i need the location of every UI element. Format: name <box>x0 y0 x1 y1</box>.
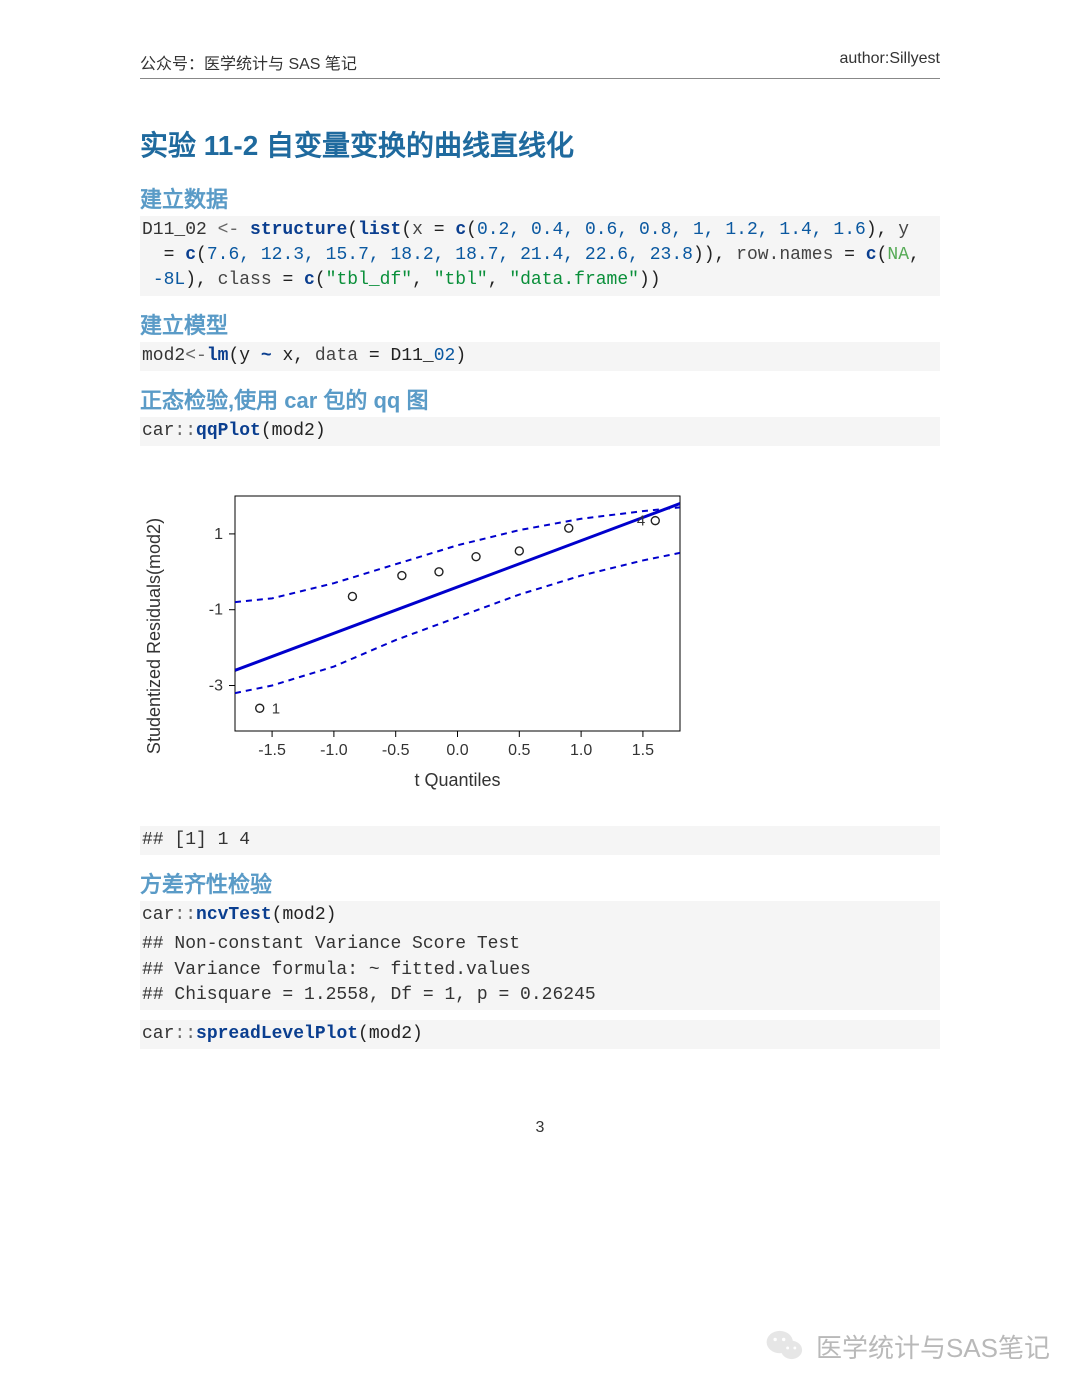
code-block-3: car::qqPlot(mod2) <box>140 417 940 446</box>
svg-text:-1: -1 <box>209 602 223 619</box>
output-1: ## [1] 1 4 <box>140 826 940 855</box>
qq-plot: Studentized Residuals(mod2) -1.5 -1.0 -0.5 0… <box>140 476 940 796</box>
svg-text:-1.0: -1.0 <box>320 742 348 759</box>
svg-text:0.5: 0.5 <box>508 742 530 759</box>
page-header: 公众号：医学统计与 SAS 笔记 author:Sillyest <box>140 50 940 79</box>
section-heading-model: 建立模型 <box>140 308 940 340</box>
svg-text:-3: -3 <box>209 677 223 694</box>
header-left: 公众号：医学统计与 SAS 笔记 <box>140 50 357 74</box>
code-block-1: D11_02 <- structure(list(x = c(0.2, 0.4,… <box>140 216 940 296</box>
svg-text:1.5: 1.5 <box>632 742 654 759</box>
svg-text:t Quantiles: t Quantiles <box>414 770 500 790</box>
wechat-icon <box>764 1325 806 1367</box>
svg-text:-0.5: -0.5 <box>382 742 410 759</box>
page-number: 3 <box>0 1119 1080 1137</box>
footer-text: 医学统计与SAS笔记 <box>816 1328 1050 1365</box>
svg-text:1: 1 <box>272 700 280 717</box>
svg-text:0.0: 0.0 <box>446 742 468 759</box>
code-block-4: car::ncvTest(mod2) <box>140 901 940 930</box>
svg-text:Studentized Residuals(mod2): Studentized Residuals(mod2) <box>144 518 164 754</box>
footer-watermark: 医学统计与SAS笔记 <box>764 1325 1050 1367</box>
header-right: author:Sillyest <box>840 50 941 74</box>
section-heading-variance: 方差齐性检验 <box>140 867 940 899</box>
page-title: 实验 11-2 自变量变换的曲线直线化 <box>140 124 940 164</box>
svg-text:-1.5: -1.5 <box>258 742 286 759</box>
svg-text:1.0: 1.0 <box>570 742 592 759</box>
svg-text:4: 4 <box>637 513 645 530</box>
output-2: ## Non-constant Variance Score Test ## V… <box>140 930 940 1010</box>
code-block-2: mod2<-lm(y ~ x, data = D11_02) <box>140 342 940 371</box>
code-block-5: car::spreadLevelPlot(mod2) <box>140 1020 940 1049</box>
section-heading-qq: 正态检验,使用 car 包的 qq 图 <box>140 383 940 415</box>
section-heading-data: 建立数据 <box>140 182 940 214</box>
qq-plot-svg: Studentized Residuals(mod2) -1.5 -1.0 -0.5 0… <box>140 476 700 796</box>
svg-text:1: 1 <box>214 526 223 543</box>
